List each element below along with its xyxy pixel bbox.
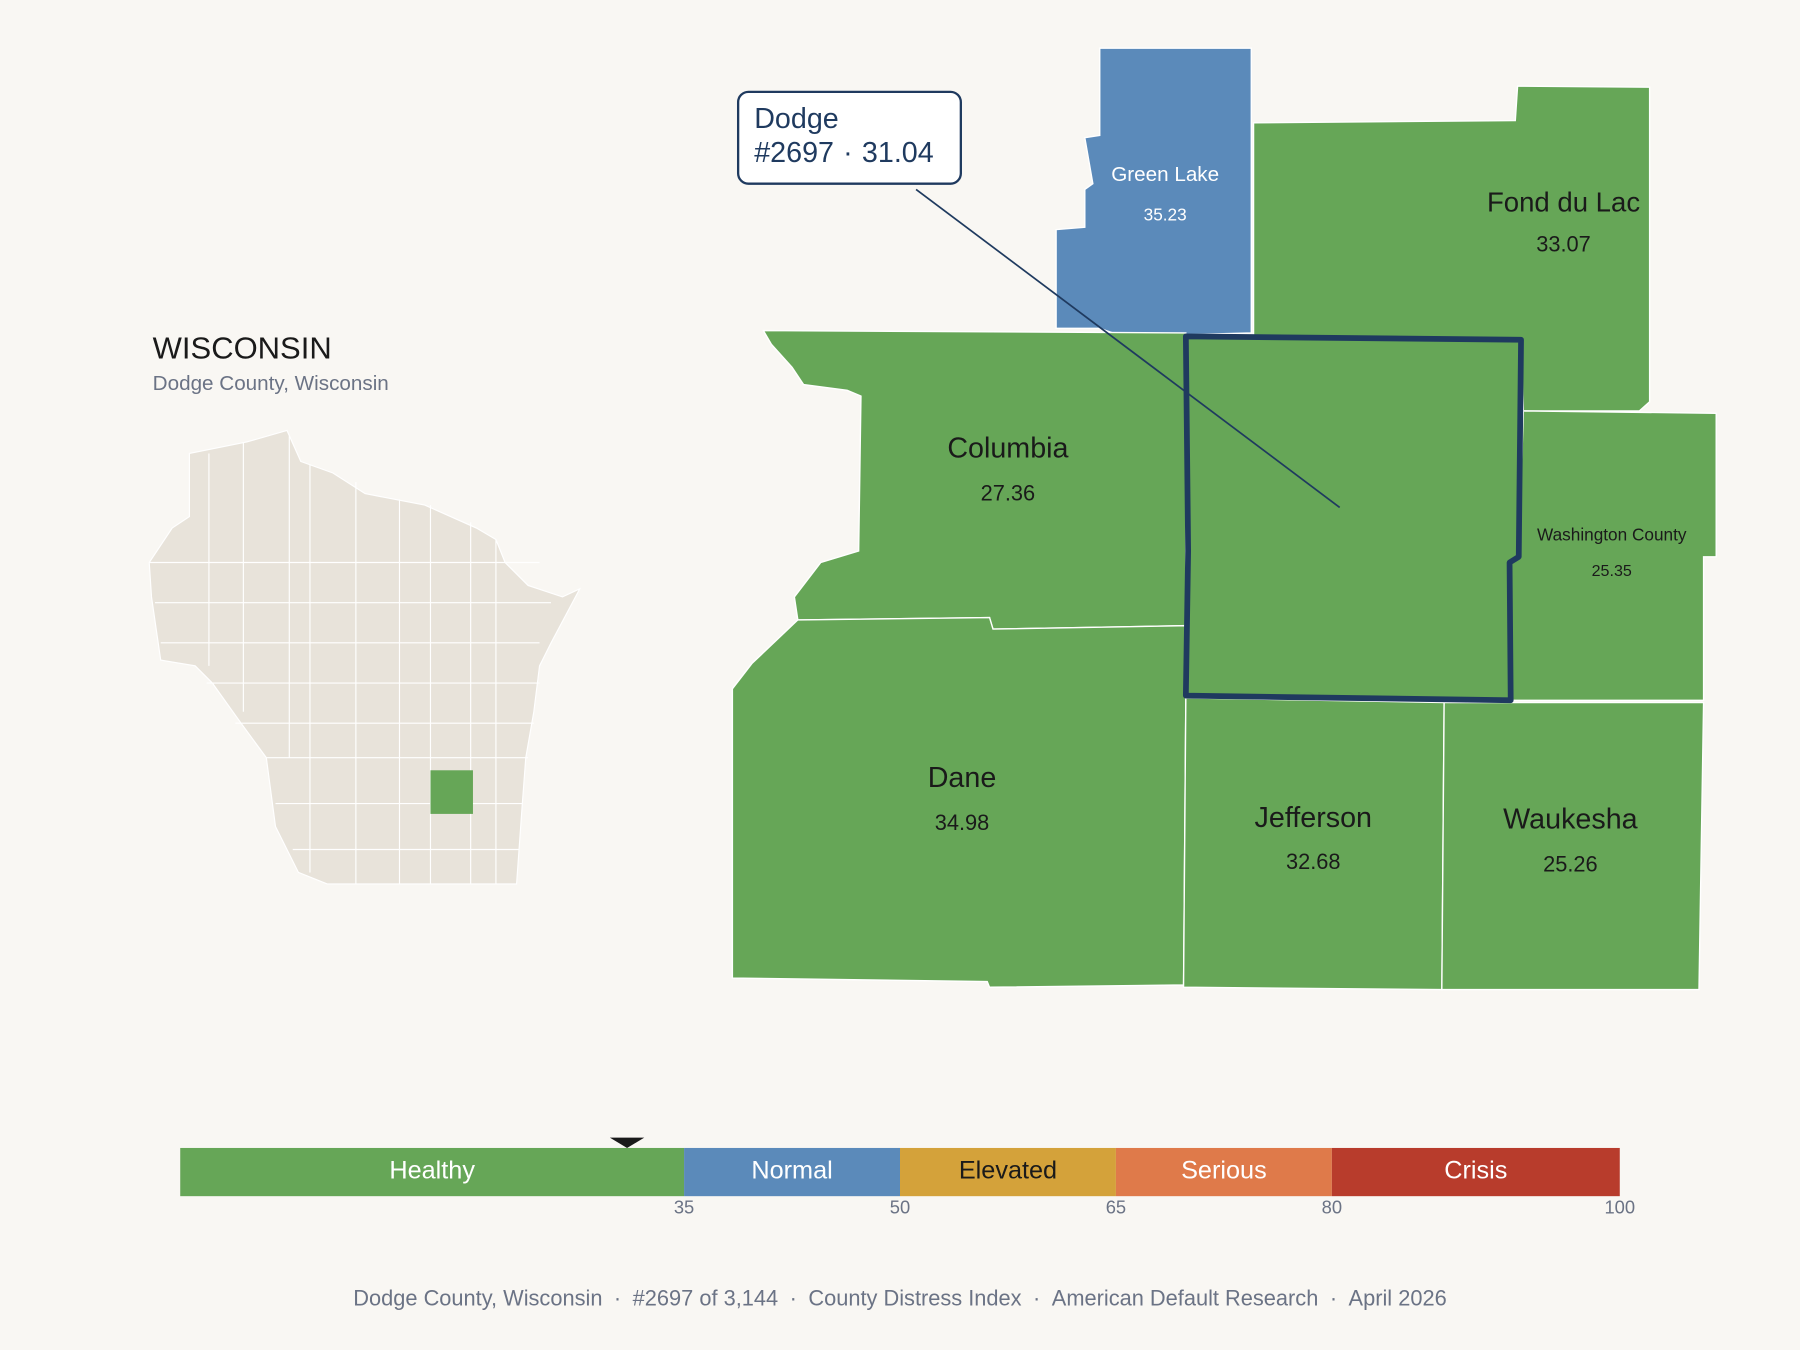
- county-name: Columbia: [947, 433, 1068, 465]
- scale-segment-label: Normal: [751, 1157, 832, 1185]
- scale-tick-label: 65: [1106, 1197, 1126, 1218]
- footer-separator: ·: [1330, 1285, 1337, 1310]
- scale-segment: [900, 1147, 1116, 1197]
- footer-item: American Default Research: [1052, 1285, 1319, 1310]
- scale-segment: [684, 1147, 900, 1197]
- county-lines: [149, 436, 552, 884]
- county-name: Green Lake: [1111, 163, 1219, 186]
- footer-item: April 2026: [1349, 1285, 1447, 1310]
- footer-item: County Distress Index: [808, 1285, 1021, 1310]
- callout-detail: #2697 · 31.04: [754, 136, 934, 168]
- selected-county-locator: [430, 770, 473, 814]
- callout-separator: ·: [843, 136, 853, 168]
- scale-tick-label: 80: [1322, 1197, 1342, 1218]
- callout-rank: #2697: [754, 136, 834, 168]
- footer-separator: ·: [1033, 1285, 1040, 1310]
- footer: Dodge County, Wisconsin · #2697 of 3,144 · C…: [353, 1285, 1446, 1310]
- footer-item: Dodge County, Wisconsin: [353, 1285, 602, 1310]
- footer-item: #2697 of 3,144: [633, 1285, 778, 1310]
- scale-segment: [1331, 1147, 1620, 1197]
- county-name: Fond du Lac: [1487, 187, 1640, 218]
- county-name: Washington County: [1537, 525, 1687, 545]
- county-score: 27.36: [981, 481, 1036, 506]
- county-map: Green Lake 35.23 Fond du Lac 33.07 Columbia 2…: [731, 47, 1717, 991]
- scale-segment-label: Elevated: [959, 1157, 1057, 1185]
- county-name: Waukesha: [1503, 803, 1638, 835]
- state-locator: [148, 429, 582, 885]
- county-shape: [731, 616, 1187, 988]
- legend: Healthy Normal Elevated Serious Crisis 35 50 65…: [180, 1137, 1635, 1218]
- scale-tick-label: 100: [1604, 1197, 1635, 1218]
- county-shape: [1055, 47, 1252, 338]
- callout-box: [736, 90, 962, 185]
- scale-segment-label: Crisis: [1444, 1157, 1507, 1185]
- scale-segment: [1115, 1147, 1332, 1197]
- county-score: 34.98: [935, 810, 990, 835]
- county-shape: [1182, 697, 1445, 991]
- county-score: 25.35: [1592, 562, 1632, 580]
- scale-segment-label: Serious: [1181, 1157, 1267, 1185]
- scale-segment: [180, 1147, 685, 1197]
- scale-tick-label: 35: [674, 1197, 694, 1218]
- county-name: Jefferson: [1255, 802, 1372, 834]
- county-shape: [1510, 410, 1717, 701]
- county-score: 25.26: [1543, 851, 1598, 876]
- county-score: 33.07: [1536, 231, 1591, 256]
- callout-leader: [915, 188, 1341, 509]
- county-shape: [1441, 701, 1705, 991]
- state-subtitle: Dodge County, Wisconsin: [153, 372, 389, 395]
- footer-separator: ·: [614, 1285, 621, 1310]
- scale-marker: [609, 1137, 645, 1148]
- footer-separator: ·: [790, 1285, 797, 1310]
- state-title: WISCONSIN: [153, 330, 332, 365]
- scale-segment-label: Healthy: [389, 1157, 475, 1185]
- scale-tick-label: 50: [890, 1197, 910, 1218]
- callout-score: 31.04: [862, 136, 934, 168]
- county-score: 32.68: [1286, 849, 1341, 874]
- callout-name: Dodge: [754, 103, 839, 135]
- county-score: 35.23: [1144, 204, 1187, 224]
- selected-county: [1182, 333, 1524, 704]
- county-name: Dane: [928, 762, 997, 794]
